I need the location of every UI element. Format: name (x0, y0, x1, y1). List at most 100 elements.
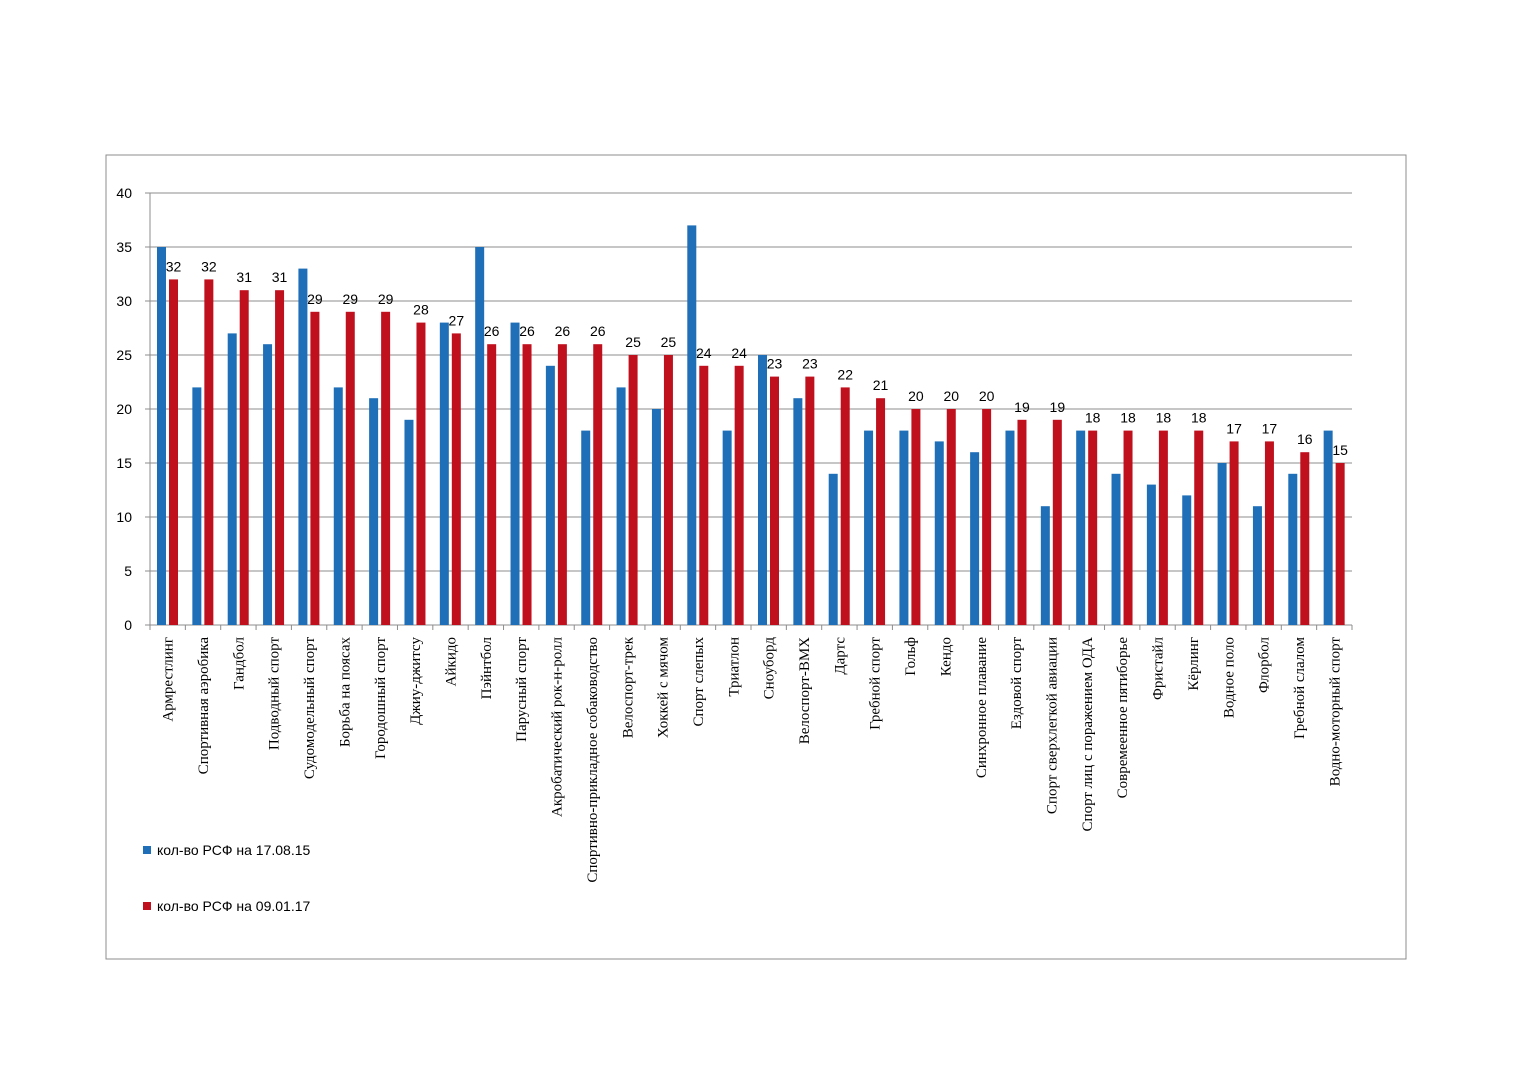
legend-swatch-series-2 (143, 902, 151, 910)
bar-series-2 (982, 409, 992, 625)
bar-series-1 (934, 441, 944, 625)
bar-series-2 (593, 344, 603, 625)
bar-series-1 (439, 322, 449, 625)
bar-series-1 (1005, 430, 1015, 625)
x-category-label: Гребной спорт (868, 637, 884, 730)
x-category-label: Судомодельный спорт (302, 637, 318, 780)
y-tick-label: 25 (116, 347, 132, 363)
x-category-label: Городошный спорт (373, 637, 389, 759)
bar-series-2 (204, 279, 214, 625)
x-category-label: Гребной слалом (1292, 636, 1308, 738)
bar-series-2 (381, 311, 391, 625)
data-label-series-2: 24 (696, 345, 712, 361)
data-label-series-2: 29 (307, 291, 323, 307)
data-label-series-2: 26 (590, 323, 606, 339)
bar-series-2 (416, 322, 426, 625)
data-label-series-2: 17 (1226, 420, 1242, 436)
bar-series-1 (1111, 473, 1121, 625)
data-label-series-2: 19 (1014, 399, 1030, 415)
x-category-label: Флорбол (1257, 636, 1273, 693)
bar-series-1 (333, 387, 343, 625)
bar-series-1 (722, 430, 732, 625)
bar-series-1 (828, 473, 838, 625)
data-label-series-2: 23 (802, 356, 818, 372)
data-label-series-2: 18 (1156, 410, 1172, 426)
bar-series-2 (1052, 419, 1062, 625)
bar-series-2 (663, 355, 673, 625)
bar-series-2 (1264, 441, 1274, 625)
y-tick-label: 15 (116, 455, 132, 471)
x-category-label: Кендо (938, 637, 954, 676)
x-category-label: Спорт сверхлегкой авиации (1045, 637, 1061, 814)
bar-series-1 (1076, 430, 1086, 625)
x-category-label: Синхронное плавание (974, 637, 990, 778)
bar-series-1 (1288, 473, 1298, 625)
legend-item-series-1: кол-во РСФ на 17.08.15 (143, 842, 310, 858)
x-category-label: Парусный спорт (514, 637, 530, 742)
data-label-series-2: 17 (1262, 420, 1278, 436)
legend-label-series-1: кол-во РСФ на 17.08.15 (157, 842, 310, 858)
data-label-series-2: 21 (873, 377, 889, 393)
bar-series-1 (581, 430, 591, 625)
axes: 0 5 10 15 20 25 30 35 40 (116, 185, 1353, 633)
bar-series-1 (510, 322, 520, 625)
bar-series-1 (298, 268, 308, 625)
data-label-series-2: 23 (767, 356, 783, 372)
data-label-series-2: 32 (201, 258, 217, 274)
data-label-series-2: 16 (1297, 431, 1313, 447)
data-label-series-2: 25 (625, 334, 641, 350)
bar-series-2 (345, 311, 355, 625)
bar-series-2 (1088, 430, 1098, 625)
x-category-label: Спорт лиц с поражением ОДА (1080, 637, 1096, 832)
data-label-series-2: 18 (1120, 410, 1136, 426)
data-label-series-2: 26 (555, 323, 571, 339)
legend-swatch-series-1 (143, 846, 151, 854)
x-category-label: Армрестлинг (161, 637, 177, 722)
x-category-label: Гандбол (231, 636, 247, 690)
data-label-series-2: 22 (837, 366, 853, 382)
y-tick-label: 20 (116, 401, 132, 417)
bar-series-2 (628, 355, 638, 625)
legend-item-series-2: кол-во РСФ на 09.01.17 (143, 898, 310, 914)
data-label-series-2: 24 (731, 345, 747, 361)
x-category-label: Дартс (832, 637, 848, 675)
x-category-label: Фристайл (1151, 636, 1167, 699)
bar-series-2 (522, 344, 532, 625)
data-labels: 32 32 31 31 29 29 29 28 27 26 26 26 26 25 25 24 24 23 23 22… (166, 258, 1348, 458)
bar-series-2 (1335, 463, 1345, 625)
bar-series-1 (475, 247, 485, 625)
data-label-series-2: 31 (236, 269, 252, 285)
data-label-series-2: 20 (979, 388, 995, 404)
x-category-label: Подводный спорт (267, 637, 283, 751)
x-category-label: Спортивно-прикладное собаководство (585, 637, 601, 883)
bar-series-1 (1323, 430, 1333, 625)
x-category-label: Водно-моторный спорт (1327, 637, 1343, 787)
x-category-label: Велоспорт-трек (620, 636, 636, 738)
bar-series-2 (1194, 430, 1204, 625)
x-category-label: Спортивная аэробика (196, 637, 212, 775)
bar-series-1 (687, 225, 697, 625)
bar-series-1 (1040, 506, 1050, 625)
data-label-series-2: 25 (661, 334, 677, 350)
data-label-series-2: 15 (1332, 442, 1348, 458)
bar-series-1 (192, 387, 202, 625)
bar-series-2 (946, 409, 956, 625)
bar-series-2 (557, 344, 567, 625)
x-category-label: Ездовой спорт (1009, 637, 1025, 730)
data-label-series-2: 32 (166, 258, 182, 274)
x-category-label: Сноуборд (762, 637, 778, 700)
bar-series-1 (369, 398, 379, 625)
bar-series-2 (487, 344, 497, 625)
data-label-series-2: 26 (484, 323, 500, 339)
y-tick-label: 30 (116, 293, 132, 309)
bar-series-1 (227, 333, 237, 625)
bar-series-2 (876, 398, 886, 625)
bar-series-2 (310, 311, 320, 625)
data-label-series-2: 18 (1191, 410, 1207, 426)
x-category-label: Джиу-джитсу (408, 637, 424, 725)
x-category-label: Совремеенное пятиборье (1115, 637, 1131, 799)
data-label-series-2: 19 (1050, 399, 1066, 415)
bar-series-1 (616, 387, 626, 625)
bar-series-1 (545, 365, 555, 625)
